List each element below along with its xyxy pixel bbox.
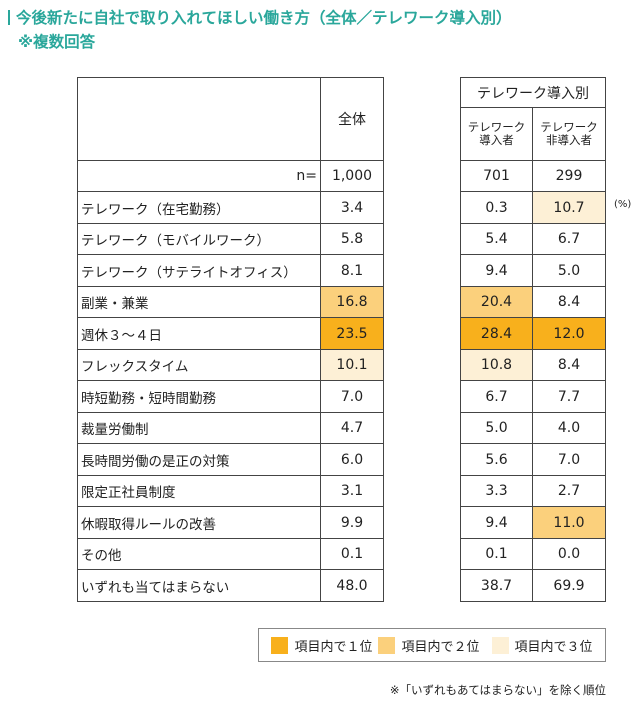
value-cell: 3.3 xyxy=(460,475,533,507)
value-cell: 38.7 xyxy=(460,569,533,602)
value-cell: 28.4 xyxy=(460,317,533,350)
value-cell: 69.9 xyxy=(532,569,606,602)
legend: 項目内で１位 項目内で２位 項目内で３位 xyxy=(258,628,606,662)
value-cell: 0.1 xyxy=(460,538,533,570)
rank2-swatch xyxy=(378,636,396,654)
rank1-swatch xyxy=(271,636,289,654)
value-cell: 5.0 xyxy=(532,254,606,287)
value-cell: 5.6 xyxy=(460,443,533,476)
value-cell: 7.0 xyxy=(320,380,384,413)
header-non-adopter: テレワーク 非導入者 xyxy=(532,107,606,161)
row-label: 週休３～４日 xyxy=(77,317,321,350)
row-label: 限定正社員制度 xyxy=(77,475,321,507)
row-label: 長時間労働の是正の対策 xyxy=(77,443,321,476)
row-label: 時短勤務・短時間勤務 xyxy=(77,380,321,413)
legend-rank2: 項目内で２位 xyxy=(378,636,480,655)
row-label: 副業・兼業 xyxy=(77,286,321,318)
value-cell: 10.1 xyxy=(320,349,384,381)
value-cell: 11.0 xyxy=(532,506,606,539)
row-label: テレワーク（モバイルワーク） xyxy=(77,223,321,255)
header-total: 全体 xyxy=(320,77,384,161)
value-cell: 0.0 xyxy=(532,538,606,570)
value-cell: 2.7 xyxy=(532,475,606,507)
value-cell: 5.8 xyxy=(320,223,384,255)
value-cell: 12.0 xyxy=(532,317,606,350)
footnote: ※「いずれもあてはまらない」を除く順位 xyxy=(389,683,606,697)
value-cell: 3.4 xyxy=(320,191,384,224)
page-title: 今後新たに自社で取り入れてほしい働き方（全体／テレワーク導入別） xyxy=(8,8,512,28)
n-label: n= xyxy=(77,160,321,192)
n-value: 299 xyxy=(532,160,606,192)
n-value: 701 xyxy=(460,160,533,192)
legend-rank3-label: 項目内で３位 xyxy=(514,639,593,655)
legend-rank2-label: 項目内で２位 xyxy=(401,639,480,655)
value-cell: 6.0 xyxy=(320,443,384,476)
unit-label: (%) xyxy=(614,199,632,210)
legend-rank3: 項目内で３位 xyxy=(486,636,593,655)
row-label: テレワーク（在宅勤務） xyxy=(77,191,321,224)
rank3-swatch xyxy=(491,636,509,654)
title-text: 今後新たに自社で取り入れてほしい働き方（全体／テレワーク導入別） xyxy=(16,9,512,27)
value-cell: 4.0 xyxy=(532,412,606,444)
value-cell: 0.3 xyxy=(460,191,533,224)
header-group: テレワーク導入別 xyxy=(460,77,606,108)
value-cell: 3.1 xyxy=(320,475,384,507)
row-label: フレックスタイム xyxy=(77,349,321,381)
legend-rank1-label: 項目内で１位 xyxy=(294,639,373,655)
value-cell: 5.4 xyxy=(460,223,533,255)
value-cell: 8.4 xyxy=(532,349,606,381)
value-cell: 4.7 xyxy=(320,412,384,444)
value-cell: 9.9 xyxy=(320,506,384,539)
value-cell: 7.0 xyxy=(532,443,606,476)
row-label: テレワーク（サテライトオフィス） xyxy=(77,254,321,287)
value-cell: 48.0 xyxy=(320,569,384,602)
row-label: 裁量労働制 xyxy=(77,412,321,444)
value-cell: 7.7 xyxy=(532,380,606,413)
value-cell: 9.4 xyxy=(460,254,533,287)
value-cell: 9.4 xyxy=(460,506,533,539)
value-cell: 16.8 xyxy=(320,286,384,318)
value-cell: 20.4 xyxy=(460,286,533,318)
value-cell: 10.7 xyxy=(532,191,606,224)
value-cell: 23.5 xyxy=(320,317,384,350)
value-cell: 0.1 xyxy=(320,538,384,570)
value-cell: 6.7 xyxy=(460,380,533,413)
value-cell: 6.7 xyxy=(532,223,606,255)
value-cell: 8.4 xyxy=(532,286,606,318)
row-label: いずれも当てはまらない xyxy=(77,569,321,602)
legend-rank1: 項目内で１位 xyxy=(271,636,372,655)
title-accent-bar xyxy=(8,10,10,25)
value-cell: 10.8 xyxy=(460,349,533,381)
row-label: その他 xyxy=(77,538,321,570)
header-blank xyxy=(77,77,321,161)
n-value: 1,000 xyxy=(320,160,384,192)
value-cell: 5.0 xyxy=(460,412,533,444)
subtitle: ※複数回答 xyxy=(18,33,96,51)
value-cell: 8.1 xyxy=(320,254,384,287)
header-adopter: テレワーク 導入者 xyxy=(460,107,533,161)
row-label: 休暇取得ルールの改善 xyxy=(77,506,321,539)
